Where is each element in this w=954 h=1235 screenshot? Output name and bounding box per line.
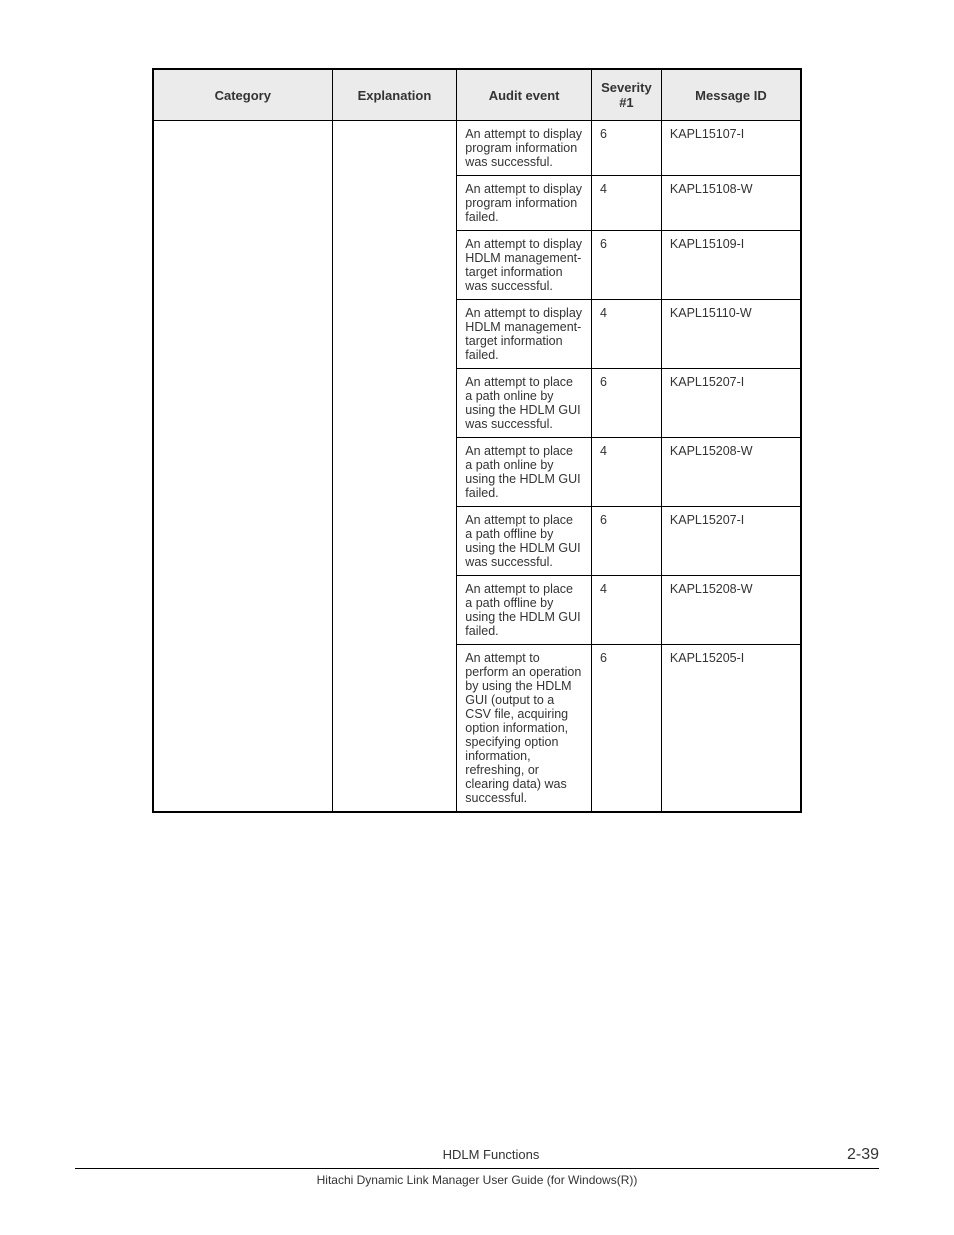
cell-explanation-blank bbox=[332, 121, 457, 813]
header-message: Message ID bbox=[661, 69, 801, 121]
cell-audit: An attempt to place a path offline by us… bbox=[457, 507, 592, 576]
cell-message: KAPL15107-I bbox=[661, 121, 801, 176]
cell-audit: An attempt to display HDLM management-ta… bbox=[457, 300, 592, 369]
table-row: An attempt to display program informatio… bbox=[153, 121, 801, 176]
cell-audit: An attempt to perform an operation by us… bbox=[457, 645, 592, 813]
cell-severity: 4 bbox=[591, 300, 661, 369]
cell-audit: An attempt to display HDLM management-ta… bbox=[457, 231, 592, 300]
cell-audit: An attempt to display program informatio… bbox=[457, 121, 592, 176]
cell-severity: 4 bbox=[591, 438, 661, 507]
footer-subtitle: Hitachi Dynamic Link Manager User Guide … bbox=[75, 1169, 879, 1187]
page-footer: HDLM Functions 2-39 Hitachi Dynamic Link… bbox=[75, 1146, 879, 1187]
footer-top: HDLM Functions 2-39 bbox=[75, 1146, 879, 1169]
cell-message: KAPL15110-W bbox=[661, 300, 801, 369]
footer-pagenum: 2-39 bbox=[847, 1146, 879, 1164]
cell-message: KAPL15108-W bbox=[661, 176, 801, 231]
audit-events-table: Category Explanation Audit event Severit… bbox=[152, 68, 802, 813]
header-severity: Severity #1 bbox=[591, 69, 661, 121]
header-explanation: Explanation bbox=[332, 69, 457, 121]
table-header-row: Category Explanation Audit event Severit… bbox=[153, 69, 801, 121]
footer-section: HDLM Functions bbox=[135, 1147, 847, 1162]
cell-severity: 6 bbox=[591, 645, 661, 813]
cell-category-blank bbox=[153, 121, 332, 813]
cell-message: KAPL15205-I bbox=[661, 645, 801, 813]
cell-severity: 6 bbox=[591, 121, 661, 176]
cell-message: KAPL15109-I bbox=[661, 231, 801, 300]
cell-audit: An attempt to display program informatio… bbox=[457, 176, 592, 231]
header-audit: Audit event bbox=[457, 69, 592, 121]
header-category: Category bbox=[153, 69, 332, 121]
cell-severity: 6 bbox=[591, 507, 661, 576]
cell-audit: An attempt to place a path online by usi… bbox=[457, 369, 592, 438]
cell-severity: 6 bbox=[591, 369, 661, 438]
cell-message: KAPL15208-W bbox=[661, 576, 801, 645]
cell-message: KAPL15208-W bbox=[661, 438, 801, 507]
cell-severity: 6 bbox=[591, 231, 661, 300]
cell-audit: An attempt to place a path offline by us… bbox=[457, 576, 592, 645]
cell-message: KAPL15207-I bbox=[661, 369, 801, 438]
cell-severity: 4 bbox=[591, 176, 661, 231]
cell-message: KAPL15207-I bbox=[661, 507, 801, 576]
cell-audit: An attempt to place a path online by usi… bbox=[457, 438, 592, 507]
cell-severity: 4 bbox=[591, 576, 661, 645]
table-body: An attempt to display program informatio… bbox=[153, 121, 801, 813]
